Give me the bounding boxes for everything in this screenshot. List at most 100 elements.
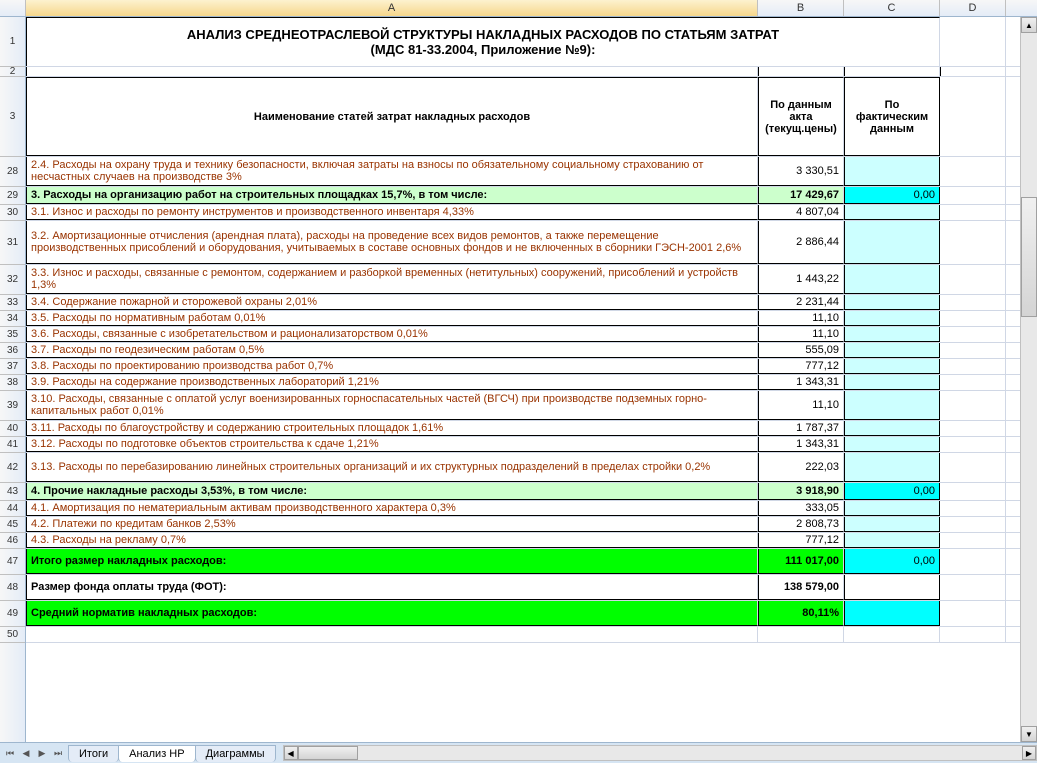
cell-value-act[interactable]: 777,12 <box>758 533 844 548</box>
cell-label[interactable]: 4.2. Платежи по кредитам банков 2,53% <box>26 517 758 532</box>
cell-empty[interactable] <box>940 375 1006 390</box>
cell-value-act[interactable]: 2 231,44 <box>758 295 844 310</box>
cell-empty[interactable] <box>940 205 1006 220</box>
cell-value-fact[interactable] <box>844 437 940 452</box>
cell-empty[interactable] <box>940 157 1006 186</box>
row-header[interactable]: 45 <box>0 517 25 533</box>
hscroll-left-icon[interactable]: ◀ <box>284 746 298 760</box>
cell-label[interactable]: 3.4. Содержание пожарной и сторожевой ох… <box>26 295 758 310</box>
cells-container[interactable]: АНАЛИЗ СРЕДНЕОТРАСЛЕВОЙ СТРУКТУРЫ НАКЛАД… <box>26 17 1037 742</box>
cell-label[interactable]: 3.10. Расходы, связанные с оплатой услуг… <box>26 391 758 420</box>
cell-label[interactable]: 3.2. Амортизационные отчисления (арендна… <box>26 221 758 264</box>
cell-empty[interactable] <box>844 67 940 76</box>
cell-empty[interactable] <box>940 575 1006 600</box>
cell-value-fact[interactable] <box>844 343 940 358</box>
cell-value-act[interactable]: 1 343,31 <box>758 375 844 390</box>
row-header[interactable]: 36 <box>0 343 25 359</box>
cell-value-act[interactable]: 1 443,22 <box>758 265 844 294</box>
cell-label[interactable]: 3. Расходы на организацию работ на строи… <box>26 187 758 204</box>
vscroll-down-icon[interactable]: ▼ <box>1021 726 1037 742</box>
cell-label[interactable]: 3.7. Расходы по геодезическим работам 0,… <box>26 343 758 358</box>
cell-value-fact[interactable] <box>844 421 940 436</box>
cell-value-act[interactable]: 3 918,90 <box>758 483 844 500</box>
cell-value-fact[interactable] <box>844 327 940 342</box>
row-header[interactable]: 41 <box>0 437 25 453</box>
cell-empty[interactable] <box>940 421 1006 436</box>
cell-empty[interactable] <box>940 533 1006 548</box>
cell-empty[interactable] <box>940 311 1006 326</box>
cell-empty[interactable] <box>940 77 1006 156</box>
cell-empty[interactable] <box>940 359 1006 374</box>
row-header[interactable]: 31 <box>0 221 25 265</box>
cell-empty[interactable] <box>940 187 1006 204</box>
cell-label[interactable]: Итого размер накладных расходов: <box>26 549 758 574</box>
cell-value-act[interactable]: 3 330,51 <box>758 157 844 186</box>
cell-value-act[interactable]: 11,10 <box>758 311 844 326</box>
tab-last-icon[interactable]: ⏭ <box>50 745 66 761</box>
row-header[interactable]: 2 <box>0 67 25 77</box>
cell-value-act[interactable]: 80,11% <box>758 601 844 626</box>
tab-next-icon[interactable]: ▶ <box>34 745 50 761</box>
row-header[interactable]: 40 <box>0 421 25 437</box>
cell-value-act[interactable]: 1 343,31 <box>758 437 844 452</box>
col-header-c[interactable]: C <box>844 0 940 16</box>
cell-empty[interactable] <box>844 627 940 642</box>
row-header[interactable]: 37 <box>0 359 25 375</box>
cell-empty[interactable] <box>26 67 758 76</box>
cell-empty[interactable] <box>940 327 1006 342</box>
col-header-a[interactable]: A <box>26 0 758 16</box>
cell-value-act[interactable]: 555,09 <box>758 343 844 358</box>
horizontal-scrollbar[interactable]: ◀ ▶ <box>283 745 1037 761</box>
row-header[interactable]: 44 <box>0 501 25 517</box>
cell-value-fact[interactable] <box>844 375 940 390</box>
cell-empty[interactable] <box>940 17 1006 66</box>
cell-empty[interactable] <box>940 265 1006 294</box>
row-header[interactable]: 32 <box>0 265 25 295</box>
cell-value-fact[interactable] <box>844 311 940 326</box>
cell-empty[interactable] <box>940 67 1006 76</box>
sheet-tab[interactable]: Анализ НР <box>118 745 195 762</box>
cell-label[interactable]: 3.5. Расходы по нормативным работам 0,01… <box>26 311 758 326</box>
row-header[interactable]: 29 <box>0 187 25 205</box>
cell-value-fact[interactable] <box>844 575 940 600</box>
cell-empty[interactable] <box>940 627 1006 642</box>
row-header[interactable]: 35 <box>0 327 25 343</box>
col-header-b[interactable]: B <box>758 0 844 16</box>
cell-label[interactable]: Размер фонда оплаты труда (ФОТ): <box>26 575 758 600</box>
cell-value-fact[interactable]: 0,00 <box>844 549 940 574</box>
cell-empty[interactable] <box>758 627 844 642</box>
cell-value-fact[interactable] <box>844 601 940 626</box>
row-header[interactable]: 28 <box>0 157 25 187</box>
cell-empty[interactable] <box>940 453 1006 482</box>
row-header[interactable]: 47 <box>0 549 25 575</box>
cell-value-fact[interactable] <box>844 501 940 516</box>
cell-value-fact[interactable] <box>844 157 940 186</box>
hscroll-right-icon[interactable]: ▶ <box>1022 746 1036 760</box>
row-header[interactable]: 34 <box>0 311 25 327</box>
cell-value-act[interactable]: 2 808,73 <box>758 517 844 532</box>
cell-label[interactable]: 3.3. Износ и расходы, связанные с ремонт… <box>26 265 758 294</box>
cell-value-fact[interactable] <box>844 221 940 264</box>
cell-label[interactable]: 3.11. Расходы по благоустройству и содер… <box>26 421 758 436</box>
cell-label[interactable]: Средний норматив накладных расходов: <box>26 601 758 626</box>
row-header[interactable]: 42 <box>0 453 25 483</box>
cell-label[interactable]: 4.1. Амортизация по нематериальным актив… <box>26 501 758 516</box>
cell-empty[interactable] <box>26 627 758 642</box>
cell-label[interactable]: 3.8. Расходы по проектированию производс… <box>26 359 758 374</box>
cell-value-act[interactable]: 11,10 <box>758 327 844 342</box>
cell-label[interactable]: 4. Прочие накладные расходы 3,53%, в том… <box>26 483 758 500</box>
cell-value-fact[interactable]: 0,00 <box>844 187 940 204</box>
cell-value-fact[interactable] <box>844 533 940 548</box>
cell-value-act[interactable]: 4 807,04 <box>758 205 844 220</box>
row-header[interactable]: 30 <box>0 205 25 221</box>
cell-empty[interactable] <box>940 601 1006 626</box>
sheet-tab[interactable]: Итоги <box>68 745 119 762</box>
cell-value-fact[interactable] <box>844 517 940 532</box>
row-header[interactable]: 1 <box>0 17 25 67</box>
cell-value-act[interactable]: 17 429,67 <box>758 187 844 204</box>
tab-first-icon[interactable]: ⏮ <box>2 745 18 761</box>
row-header[interactable]: 38 <box>0 375 25 391</box>
cell-empty[interactable] <box>940 437 1006 452</box>
cell-label[interactable]: 3.12. Расходы по подготовке объектов стр… <box>26 437 758 452</box>
cell-value-fact[interactable] <box>844 295 940 310</box>
